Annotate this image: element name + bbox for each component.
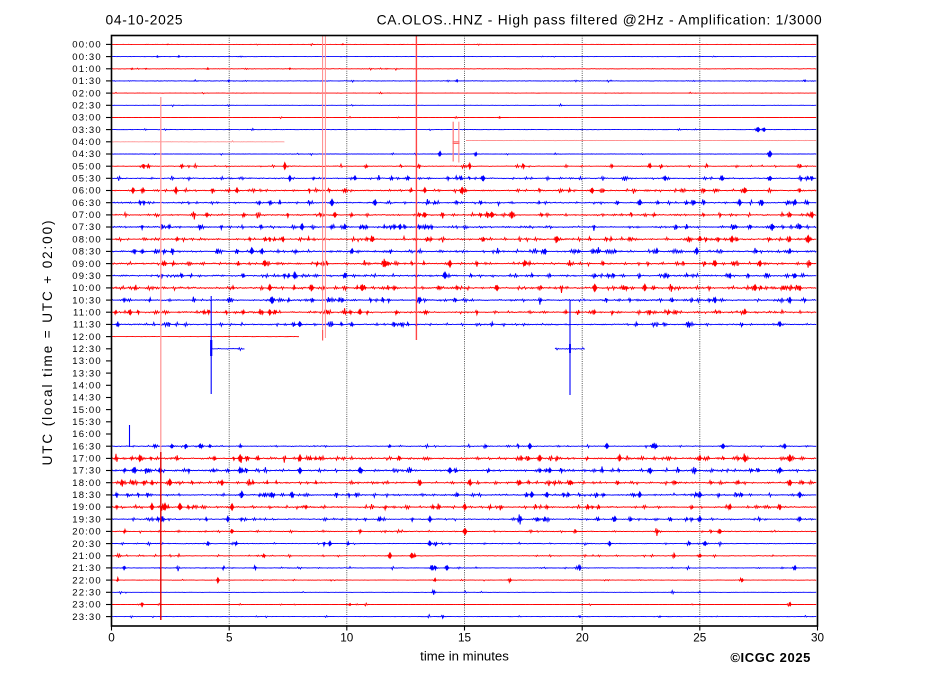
- svg-text:08:00: 08:00: [72, 234, 102, 245]
- svg-text:04:30: 04:30: [72, 149, 102, 160]
- svg-text:05:00: 05:00: [72, 161, 102, 172]
- svg-text:20: 20: [576, 632, 590, 645]
- svg-text:©ICGC 2025: ©ICGC 2025: [730, 650, 811, 665]
- svg-text:5: 5: [226, 632, 233, 645]
- svg-text:02:30: 02:30: [72, 101, 102, 112]
- svg-text:01:30: 01:30: [72, 76, 102, 87]
- svg-text:00:00: 00:00: [72, 40, 102, 51]
- svg-text:12:00: 12:00: [72, 332, 102, 343]
- svg-text:17:00: 17:00: [72, 454, 102, 465]
- svg-text:15: 15: [458, 632, 472, 645]
- svg-text:17:30: 17:30: [72, 466, 102, 477]
- svg-text:07:30: 07:30: [72, 222, 102, 233]
- svg-text:03:30: 03:30: [72, 125, 102, 136]
- svg-text:CA.OLOS..HNZ - High pass filte: CA.OLOS..HNZ - High pass filtered @2Hz -…: [377, 13, 823, 28]
- svg-text:11:30: 11:30: [73, 320, 102, 331]
- svg-text:11:00: 11:00: [73, 307, 102, 318]
- svg-text:23:30: 23:30: [72, 612, 102, 623]
- svg-text:14:30: 14:30: [72, 393, 102, 404]
- svg-text:13:30: 13:30: [72, 368, 102, 379]
- svg-text:20:00: 20:00: [72, 527, 102, 538]
- svg-text:15:30: 15:30: [72, 417, 102, 428]
- svg-text:16:30: 16:30: [72, 441, 102, 452]
- svg-text:02:00: 02:00: [72, 88, 102, 99]
- svg-text:05:30: 05:30: [72, 174, 102, 185]
- svg-text:09:30: 09:30: [72, 271, 102, 282]
- svg-text:04:00: 04:00: [72, 137, 102, 148]
- svg-text:21:00: 21:00: [72, 551, 102, 562]
- svg-text:time in minutes: time in minutes: [420, 649, 509, 664]
- svg-text:19:30: 19:30: [72, 514, 102, 525]
- svg-text:20:30: 20:30: [72, 539, 102, 550]
- svg-text:19:00: 19:00: [72, 502, 102, 513]
- svg-text:10:30: 10:30: [72, 295, 102, 306]
- svg-text:10:00: 10:00: [72, 283, 102, 294]
- svg-text:22:30: 22:30: [72, 588, 102, 599]
- svg-text:21:30: 21:30: [72, 563, 102, 574]
- svg-text:0: 0: [108, 632, 115, 645]
- svg-text:10: 10: [340, 632, 354, 645]
- svg-text:06:00: 06:00: [72, 186, 102, 197]
- svg-text:16:00: 16:00: [72, 429, 102, 440]
- svg-text:25: 25: [693, 632, 707, 645]
- svg-text:30: 30: [811, 632, 825, 645]
- svg-text:UTC (local time = UTC + 02:00): UTC (local time = UTC + 02:00): [40, 219, 55, 466]
- svg-text:22:00: 22:00: [72, 575, 102, 586]
- svg-text:12:30: 12:30: [72, 344, 102, 355]
- svg-text:18:30: 18:30: [72, 490, 102, 501]
- svg-text:06:30: 06:30: [72, 198, 102, 209]
- svg-text:01:00: 01:00: [72, 64, 102, 75]
- svg-text:15:00: 15:00: [72, 405, 102, 416]
- svg-text:14:00: 14:00: [72, 381, 102, 392]
- svg-text:03:00: 03:00: [72, 113, 102, 124]
- svg-text:04-10-2025: 04-10-2025: [106, 13, 184, 28]
- svg-text:13:00: 13:00: [72, 356, 102, 367]
- svg-text:08:30: 08:30: [72, 247, 102, 258]
- svg-text:00:30: 00:30: [72, 52, 102, 63]
- svg-text:18:00: 18:00: [72, 478, 102, 489]
- svg-text:23:00: 23:00: [72, 600, 102, 611]
- svg-text:09:00: 09:00: [72, 259, 102, 270]
- svg-text:07:00: 07:00: [72, 210, 102, 221]
